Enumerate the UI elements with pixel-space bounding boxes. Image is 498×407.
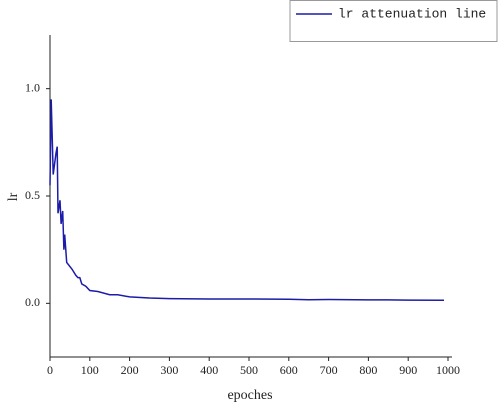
- y-axis-label: lr: [6, 192, 21, 201]
- x-tick-label: 600: [280, 363, 298, 377]
- x-axis-label: epoches: [227, 388, 272, 403]
- x-tick-label: 300: [160, 363, 178, 377]
- x-tick-label: 500: [240, 363, 258, 377]
- data-line: [49, 99, 445, 302]
- legend-label: lr attenuation line: [338, 6, 486, 21]
- x-tick-label: 200: [121, 363, 139, 377]
- x-tick-label: 900: [399, 363, 417, 377]
- x-tick-label: 800: [359, 363, 377, 377]
- y-tick-label: 1.0: [25, 80, 40, 94]
- y-tick-label: 0.5: [25, 188, 40, 202]
- y-tick-label: 0.0: [25, 295, 40, 309]
- x-tick-label: 0: [47, 363, 53, 377]
- x-tick-label: 400: [200, 363, 218, 377]
- x-tick-label: 700: [320, 363, 338, 377]
- x-tick-label: 1000: [436, 363, 460, 377]
- legend-box: [289, 0, 498, 42]
- x-tick-label: 100: [81, 363, 99, 377]
